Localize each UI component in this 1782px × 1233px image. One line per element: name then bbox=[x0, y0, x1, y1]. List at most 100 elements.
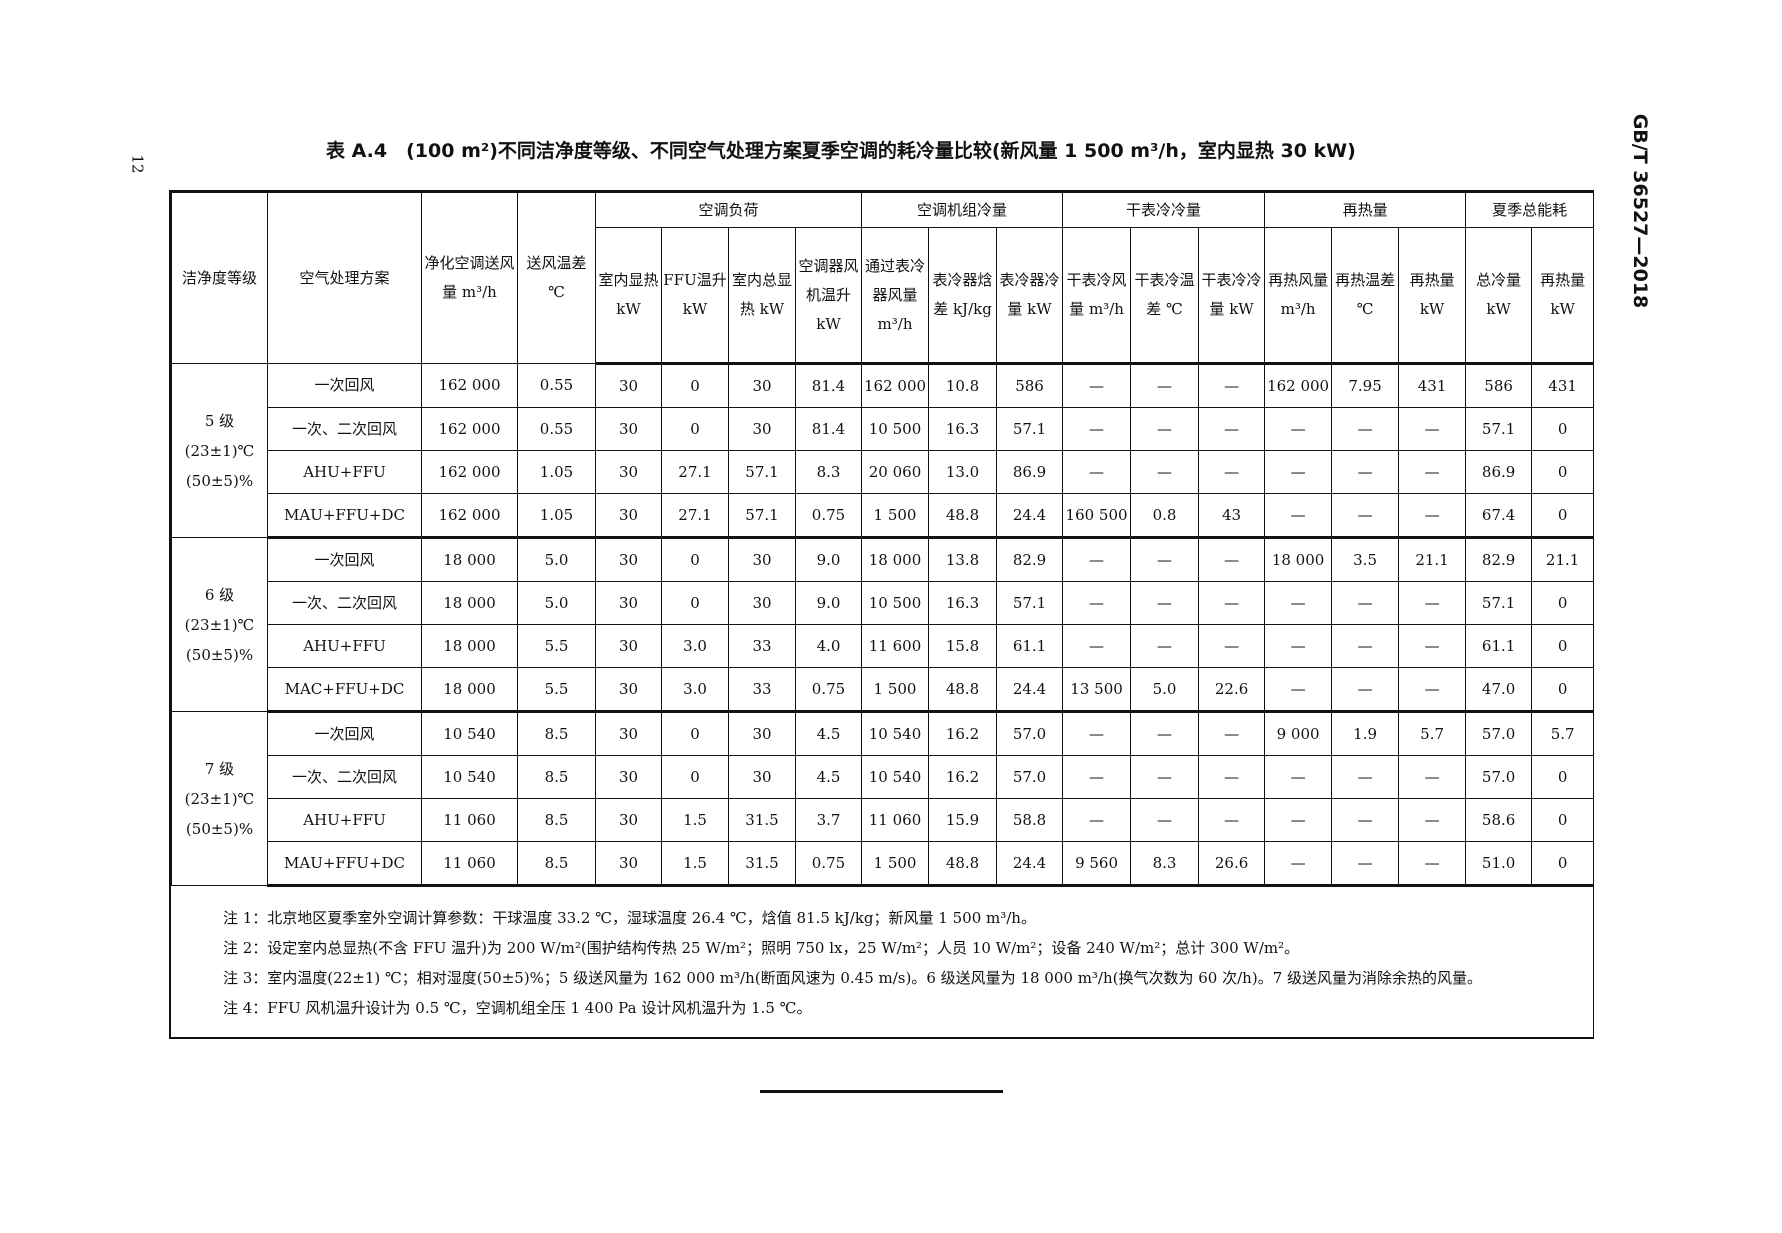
value-cell: 16.3 bbox=[928, 407, 998, 451]
scheme-cell: 一次回风 bbox=[267, 537, 422, 582]
value-cell: — bbox=[1331, 755, 1400, 799]
value-cell: 10.8 bbox=[928, 363, 998, 408]
value-cell: 4.5 bbox=[794, 755, 863, 799]
value-cell: 33 bbox=[728, 624, 796, 668]
value-cell: — bbox=[1264, 798, 1333, 842]
value-cell: 10 540 bbox=[421, 711, 518, 756]
value-cell: — bbox=[1264, 407, 1333, 451]
value-cell: — bbox=[1198, 711, 1266, 756]
header-sub: 室内总显热 kW bbox=[728, 227, 796, 365]
scheme-cell: 一次回风 bbox=[267, 711, 422, 756]
value-cell: 0 bbox=[661, 407, 729, 451]
value-cell: — bbox=[1264, 667, 1333, 713]
value-cell: 9 000 bbox=[1264, 711, 1333, 756]
value-cell: 48.8 bbox=[928, 667, 998, 713]
value-cell: 0.8 bbox=[1130, 493, 1200, 539]
note: 注 3：室内温度(22±1) ℃；相对湿度(50±5)%；5 级送风量为 162… bbox=[223, 969, 1483, 987]
value-cell: 30 bbox=[728, 407, 796, 451]
table-row: 一次、二次回风 18 000 5.0 30 0 30 9.0 10 500 16.3 57.1— —… bbox=[172, 581, 1595, 625]
value-cell: 0.75 bbox=[794, 667, 863, 713]
value-cell: 5.7 bbox=[1398, 711, 1467, 756]
value-cell: 24.4 bbox=[996, 841, 1064, 887]
value-cell: — bbox=[1198, 755, 1266, 799]
note: 注 1：北京地区夏季室外空调计算参数：干球温度 33.2 ℃，湿球温度 26.4… bbox=[223, 909, 1036, 927]
value-cell: — bbox=[1398, 450, 1467, 494]
table-row: AHU+FFU 11 060 8.5 30 1.5 31.5 3.7 11 060 15.9 58… bbox=[172, 798, 1595, 842]
header-group: 夏季总能耗 bbox=[1465, 192, 1595, 228]
value-cell: — bbox=[1198, 624, 1266, 668]
header-sub: 总冷量 kW bbox=[1465, 227, 1533, 365]
header-group: 干表冷冷量 bbox=[1062, 192, 1266, 228]
value-cell: 31.5 bbox=[728, 841, 796, 887]
value-cell: 58.6 bbox=[1465, 798, 1533, 842]
value-cell: 13.8 bbox=[928, 537, 998, 582]
value-cell: 5.5 bbox=[517, 624, 596, 668]
value-cell: 31.5 bbox=[728, 798, 796, 842]
value-cell: 16.2 bbox=[928, 755, 998, 799]
value-cell: 5.7 bbox=[1531, 711, 1595, 756]
value-cell: 57.1 bbox=[1465, 407, 1533, 451]
scheme-cell: 一次、二次回风 bbox=[267, 755, 422, 799]
value-cell: 43 bbox=[1198, 493, 1266, 539]
value-cell: 30 bbox=[595, 537, 662, 582]
value-cell: 0 bbox=[661, 711, 729, 756]
value-cell: — bbox=[1398, 667, 1467, 713]
value-cell: 22.6 bbox=[1198, 667, 1266, 713]
value-cell: — bbox=[1331, 493, 1400, 539]
header-sub: 干表冷温差 ℃ bbox=[1130, 227, 1200, 365]
value-cell: 57.0 bbox=[996, 755, 1064, 799]
value-cell: 81.4 bbox=[794, 363, 863, 408]
value-cell: 7.95 bbox=[1331, 363, 1400, 408]
value-cell: — bbox=[1331, 624, 1400, 668]
value-cell: 30 bbox=[728, 363, 796, 408]
header-sub: 再热温差 ℃ bbox=[1331, 227, 1400, 365]
value-cell: 8.5 bbox=[517, 755, 596, 799]
value-cell: 30 bbox=[728, 537, 796, 582]
value-cell: 57.0 bbox=[1465, 711, 1533, 756]
value-cell: 30 bbox=[728, 711, 796, 756]
value-cell: 0.75 bbox=[794, 841, 863, 887]
value-cell: 82.9 bbox=[1465, 537, 1533, 582]
value-cell: 33 bbox=[728, 667, 796, 713]
value-cell: 15.8 bbox=[928, 624, 998, 668]
value-cell: 30 bbox=[595, 581, 662, 625]
value-cell: — bbox=[1331, 798, 1400, 842]
value-cell: — bbox=[1198, 581, 1266, 625]
value-cell: 3.5 bbox=[1331, 537, 1400, 582]
value-cell: 30 bbox=[595, 798, 662, 842]
value-cell: — bbox=[1398, 841, 1467, 887]
cleanliness-level: 5 级 (23±1)℃ (50±5)% bbox=[171, 363, 268, 538]
value-cell: 18 000 bbox=[421, 667, 518, 713]
header-sub: 干表冷冷量 kW bbox=[1198, 227, 1266, 365]
value-cell: 1 500 bbox=[861, 667, 930, 713]
value-cell: 8.3 bbox=[1130, 841, 1200, 887]
table-title: 表 A.4 (100 m²)不同洁净度等级、不同空气处理方案夏季空调的耗冷量比较… bbox=[326, 140, 1356, 162]
scheme-cell: 一次、二次回风 bbox=[267, 581, 422, 625]
value-cell: 58.8 bbox=[996, 798, 1064, 842]
value-cell: 4.0 bbox=[794, 624, 863, 668]
value-cell: — bbox=[1264, 450, 1333, 494]
value-cell: 3.7 bbox=[794, 798, 863, 842]
value-cell: — bbox=[1264, 493, 1333, 539]
value-cell: — bbox=[1130, 755, 1200, 799]
value-cell: 30 bbox=[595, 450, 662, 494]
value-cell: 51.0 bbox=[1465, 841, 1533, 887]
value-cell: — bbox=[1130, 450, 1200, 494]
value-cell: — bbox=[1130, 537, 1200, 582]
value-cell: — bbox=[1198, 798, 1266, 842]
scheme-cell: AHU+FFU bbox=[267, 624, 422, 668]
value-cell: 162 000 bbox=[421, 493, 518, 539]
value-cell: 13 500 bbox=[1062, 667, 1132, 713]
value-cell: 162 000 bbox=[421, 407, 518, 451]
value-cell: 11 060 bbox=[861, 798, 930, 842]
value-cell: — bbox=[1062, 798, 1132, 842]
value-cell: 10 500 bbox=[861, 581, 930, 625]
header-group: 空调机组冷量 bbox=[861, 192, 1064, 228]
value-cell: 24.4 bbox=[996, 493, 1064, 539]
value-cell: 57.1 bbox=[1465, 581, 1533, 625]
scheme-cell: 一次、二次回风 bbox=[267, 407, 422, 451]
note: 注 4：FFU 风机温升设计为 0.5 ℃，空调机组全压 1 400 Pa 设计… bbox=[223, 999, 812, 1017]
value-cell: 1 500 bbox=[861, 493, 930, 539]
note: 注 2：设定室内总显热(不含 FFU 温升)为 200 W/m²(围护结构传热 … bbox=[223, 939, 1300, 957]
table-row: 5 级 (23±1)℃ (50±5)% 一次回风 162 000 0.55 30 0 30 8… bbox=[171, 363, 1595, 538]
